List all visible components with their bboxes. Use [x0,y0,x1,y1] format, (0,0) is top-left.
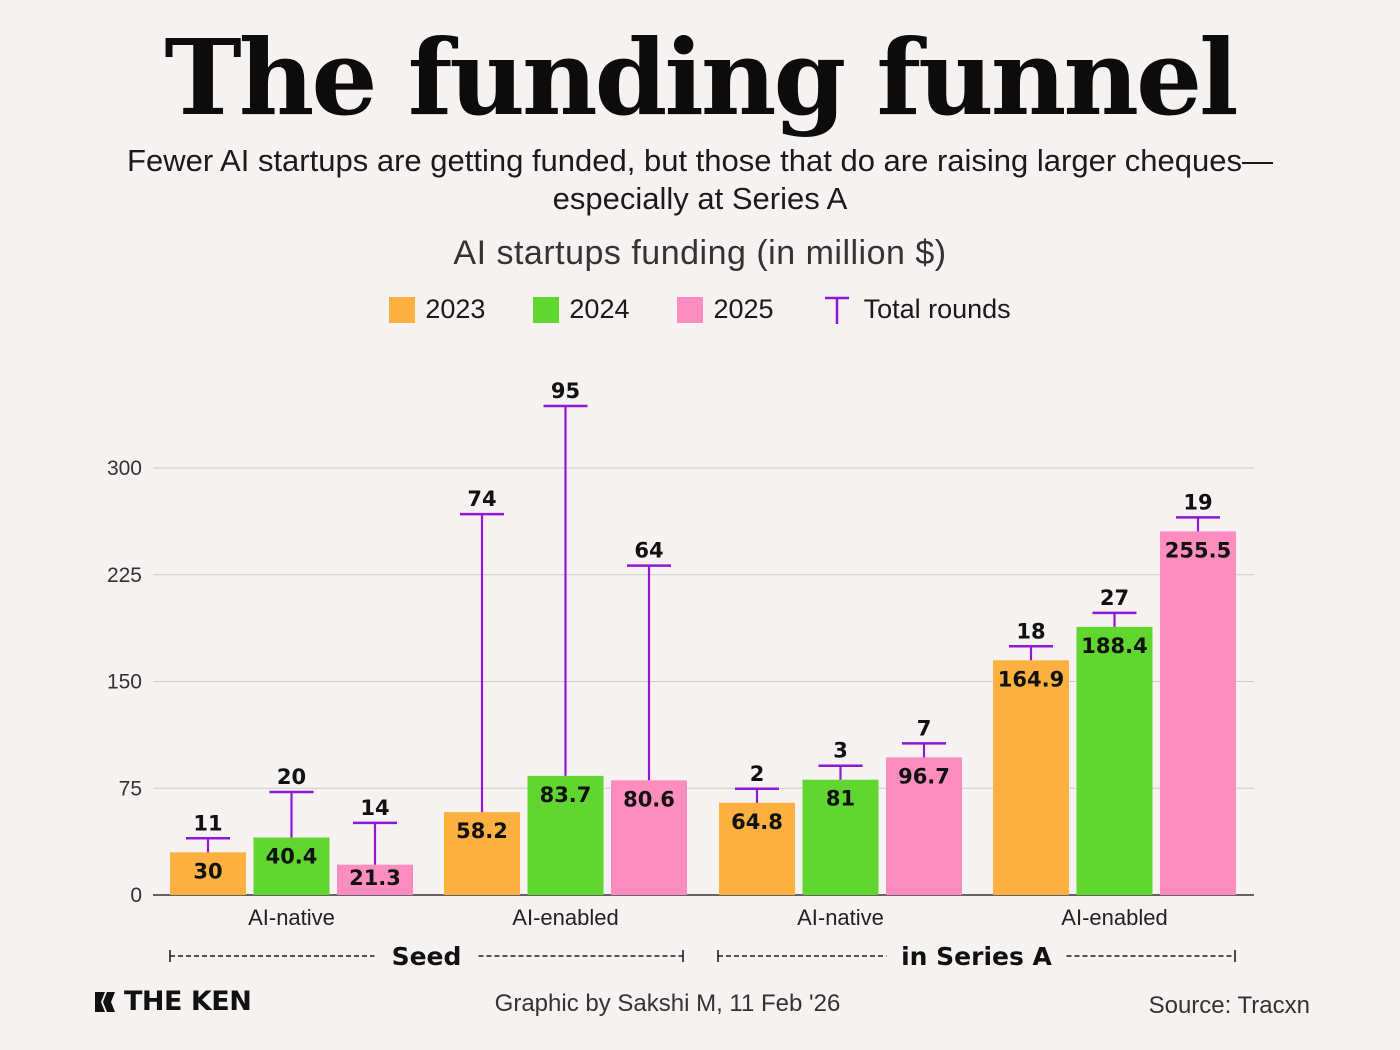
bar-value-label: 30 [193,859,222,883]
bar-2025-ai-enabled [1160,531,1236,895]
legend-swatch-2023 [389,296,416,323]
credit-text: Graphic by Sakshi M, 11 Feb '26 [494,990,841,1017]
bar-value-label: 188.4 [1081,634,1147,658]
legend: 2023 2024 2025 Total rounds [0,294,1400,325]
rounds-label: 11 [193,811,222,835]
legend-swatch-2025 [677,296,704,323]
bar-value-label: 164.9 [998,667,1064,691]
bar-2024-ai-enabled [1076,626,1153,895]
bar-2023-ai-enabled [993,660,1069,895]
rounds-label: 2 [750,762,765,786]
bar-value-label: 21.3 [349,866,401,890]
group-label: in Series A [901,942,1052,971]
y-tick-label: 75 [119,777,142,800]
brand-name: THE KEN [124,986,252,1017]
bar-value-label: 255.5 [1165,538,1231,562]
bar-value-label: 83.7 [540,783,592,807]
rounds-label: 14 [360,796,389,820]
rounds-label: 18 [1016,619,1045,643]
bar-2023-ai-enabled [444,812,520,895]
rounds-label: 27 [1100,586,1129,610]
bar-2023-ai-native [170,852,246,895]
error-bar-icon [824,296,849,324]
legend-swatch-2024 [533,296,560,323]
y-tick-label: 0 [130,884,142,907]
source-text: Source: Tracxn [1148,992,1310,1019]
group-label: Seed [392,942,462,971]
x-category-label: AI-native [248,905,335,930]
legend-item-rounds: Total rounds [822,294,1011,325]
bar-2024-ai-native [253,837,330,895]
brand-logo: THE KEN [92,986,252,1017]
rounds-label: 64 [634,539,663,563]
rounds-label: 95 [551,379,580,403]
ken-logo-icon [95,991,115,1012]
bar-value-label: 40.4 [266,844,318,868]
bar-value-label: 96.7 [898,764,950,788]
y-tick-label: 300 [107,457,142,480]
x-category-label: AI-native [797,905,884,930]
bar-2025-ai-enabled [611,780,687,895]
rounds-label: 74 [467,487,496,511]
bar-value-label: 64.8 [731,810,783,834]
bar-value-label: 81 [826,787,855,811]
rounds-label: 20 [277,765,306,789]
chart-title: AI startups funding (in million $) [453,234,947,272]
page-title: The funding funnel [164,16,1238,139]
legend-label-2025: 2025 [713,294,774,324]
subtitle: Fewer AI startups are getting funded, bu… [127,143,1273,216]
legend-item-2025: 2025 [677,294,774,325]
x-category-label: AI-enabled [512,905,618,930]
bar-value-label: 80.6 [623,787,675,811]
legend-label-2023: 2023 [425,294,486,324]
legend-item-2024: 2024 [533,294,629,325]
rounds-label: 3 [833,739,848,763]
bar-value-label: 58.2 [456,819,508,843]
y-tick-label: 225 [107,564,142,587]
rounds-label: 7 [917,716,932,740]
bar-2024-ai-native [802,779,879,895]
bar-2023-ai-native [719,802,795,895]
rounds-label: 19 [1183,490,1212,514]
legend-label-2024: 2024 [569,294,630,324]
x-category-label: AI-enabled [1061,905,1167,930]
bar-2025-ai-native [337,864,413,895]
y-tick-label: 150 [107,671,142,694]
legend-item-2023: 2023 [389,294,485,325]
bar-2025-ai-native [886,757,962,895]
bar-2024-ai-enabled [527,775,604,895]
legend-label-rounds: Total rounds [863,294,1011,324]
